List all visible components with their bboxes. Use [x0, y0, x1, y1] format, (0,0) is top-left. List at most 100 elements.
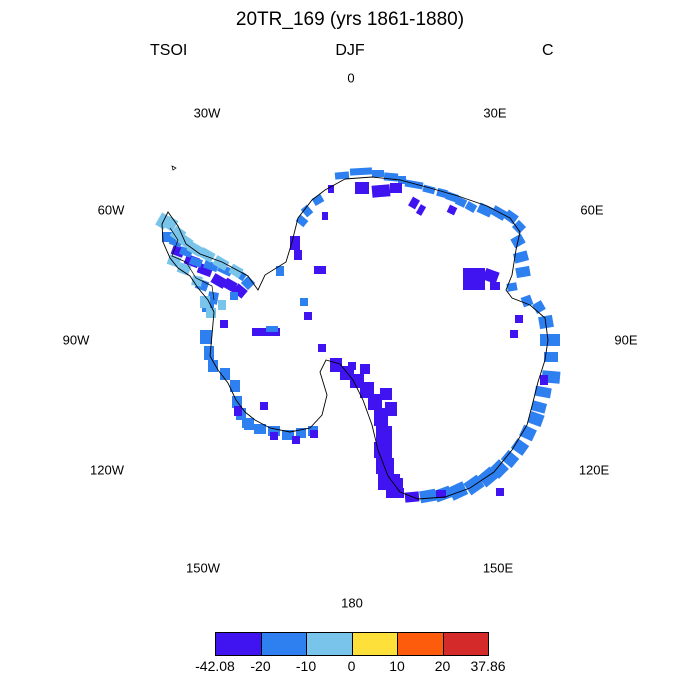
grid-cell	[515, 265, 531, 279]
grid-cell	[496, 488, 504, 496]
grid-cell	[270, 432, 278, 440]
colorbar-tick-label: 10	[389, 658, 405, 674]
lon-label-180: 180	[341, 595, 363, 611]
grid-cell	[314, 266, 326, 274]
grid-cell	[464, 201, 478, 213]
grid-cell	[415, 204, 427, 216]
grid-cell	[376, 426, 392, 442]
lon-label-90e: 90E	[614, 332, 638, 348]
grid-cell	[200, 296, 210, 308]
grid-cell	[212, 255, 230, 271]
season-label: DJF	[335, 42, 365, 59]
lon-label-60e: 60E	[580, 202, 604, 218]
colorbar-swatch	[351, 632, 398, 656]
grid-cell	[482, 267, 500, 285]
grid-cell	[515, 315, 523, 323]
grid-cell	[391, 478, 403, 490]
grid-cell	[544, 352, 558, 362]
grid-cell	[520, 294, 534, 308]
colorbar-tick-label: 37.86	[470, 658, 506, 674]
grid-cell	[490, 205, 508, 221]
grid-cell	[534, 385, 552, 399]
colorbar-swatch	[215, 632, 262, 656]
grid-cell	[334, 171, 350, 180]
grid-cell	[374, 408, 388, 426]
grid-cell	[446, 204, 458, 216]
grid-cell	[188, 256, 204, 268]
grid-cell	[386, 488, 404, 498]
grid-cell	[374, 442, 392, 458]
lon-label-60w: 60W	[97, 202, 125, 218]
grid-cell	[519, 424, 537, 442]
grid-cell	[234, 406, 242, 416]
colorbar-swatch	[306, 632, 353, 656]
grid-cell	[276, 266, 284, 276]
grid-cell	[540, 375, 548, 385]
colorbar-tick-label: -10	[295, 658, 317, 674]
peninsula-tip-island	[171, 165, 177, 171]
grid-cell	[510, 330, 518, 338]
grid-cell	[360, 364, 370, 374]
grid-cell	[376, 458, 394, 474]
grid-cell	[318, 344, 326, 352]
grid-cell	[510, 438, 530, 456]
grid-cell	[385, 402, 397, 416]
grid-cell	[220, 320, 228, 328]
grid-cell	[368, 394, 382, 410]
grid-cell	[203, 259, 219, 273]
grid-cell	[300, 204, 314, 218]
grid-cell	[436, 490, 446, 498]
colorbar-tick-label: -20	[250, 658, 271, 674]
grid-cell	[355, 182, 369, 194]
grid-cell	[454, 196, 468, 208]
lon-label-120w: 120W	[90, 462, 124, 478]
grid-cell	[232, 283, 248, 299]
colorbar-swatch	[442, 632, 489, 656]
lon-label-150e: 150E	[482, 560, 514, 576]
grid-cell	[500, 449, 520, 469]
grid-cell	[207, 291, 219, 305]
grid-cell	[476, 202, 494, 218]
grid-cell	[348, 362, 356, 370]
grid-cell	[176, 262, 192, 276]
grid-cell	[447, 481, 469, 501]
grid-cell	[260, 402, 268, 410]
grid-cell	[322, 212, 328, 220]
grid-cell	[296, 428, 306, 438]
grid-cell	[330, 358, 342, 372]
grid-cell	[254, 424, 266, 434]
grid-cell	[240, 275, 256, 291]
grid-cell	[244, 422, 254, 430]
lon-label-0: 0	[347, 70, 355, 86]
ice-shelf-outline	[169, 227, 215, 301]
grid-cell	[404, 179, 424, 190]
grid-cell	[530, 400, 548, 414]
colorbar-tick-label: 20	[434, 658, 451, 674]
grid-cell	[463, 268, 485, 290]
grid-cell	[512, 250, 530, 264]
colorbar-swatch	[397, 632, 444, 656]
grid-cell	[266, 326, 278, 332]
antarctic-coastline	[161, 176, 549, 500]
grid-cell	[206, 308, 216, 318]
grid-cell	[349, 167, 373, 176]
grid-cell	[218, 300, 226, 310]
grid-cell	[540, 334, 560, 346]
colorbar-swatch	[260, 632, 307, 656]
grid-cell	[372, 170, 384, 177]
grid-cell	[198, 247, 216, 263]
grid-cell	[328, 185, 334, 193]
grid-cell	[282, 430, 294, 440]
plot-title: 20TR_169 (yrs 1861-1880)	[235, 9, 465, 30]
grid-cell	[290, 236, 300, 250]
grid-cell	[292, 436, 300, 444]
grid-cell	[186, 241, 204, 257]
grid-cell	[295, 214, 309, 228]
grid-cell	[511, 219, 527, 235]
grid-cell	[398, 176, 406, 184]
colorbar-tick-label: -42.08	[195, 658, 235, 674]
grid-cell	[444, 191, 460, 203]
grid-cell	[191, 275, 203, 287]
grid-cell	[419, 488, 437, 504]
colorbar-tick-label: 0	[347, 658, 356, 674]
